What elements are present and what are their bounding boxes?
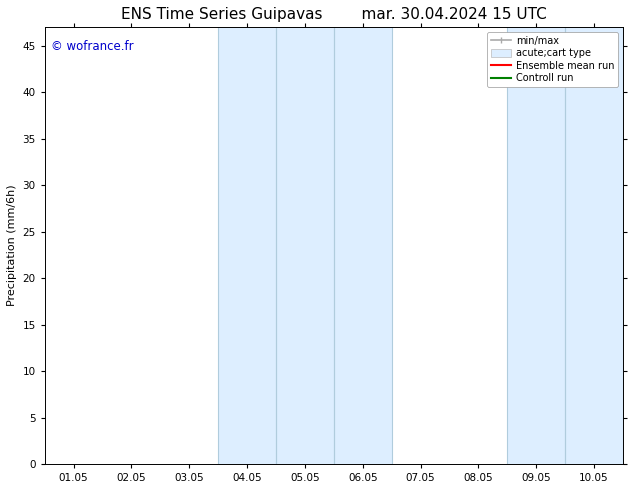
Bar xyxy=(507,27,623,464)
Bar xyxy=(218,27,392,464)
Text: © wofrance.fr: © wofrance.fr xyxy=(51,40,133,53)
Title: ENS Time Series Guipavas        mar. 30.04.2024 15 UTC: ENS Time Series Guipavas mar. 30.04.2024… xyxy=(121,7,547,22)
Y-axis label: Precipitation (mm/6h): Precipitation (mm/6h) xyxy=(7,185,17,306)
Legend: min/max, acute;cart type, Ensemble mean run, Controll run: min/max, acute;cart type, Ensemble mean … xyxy=(488,32,618,87)
